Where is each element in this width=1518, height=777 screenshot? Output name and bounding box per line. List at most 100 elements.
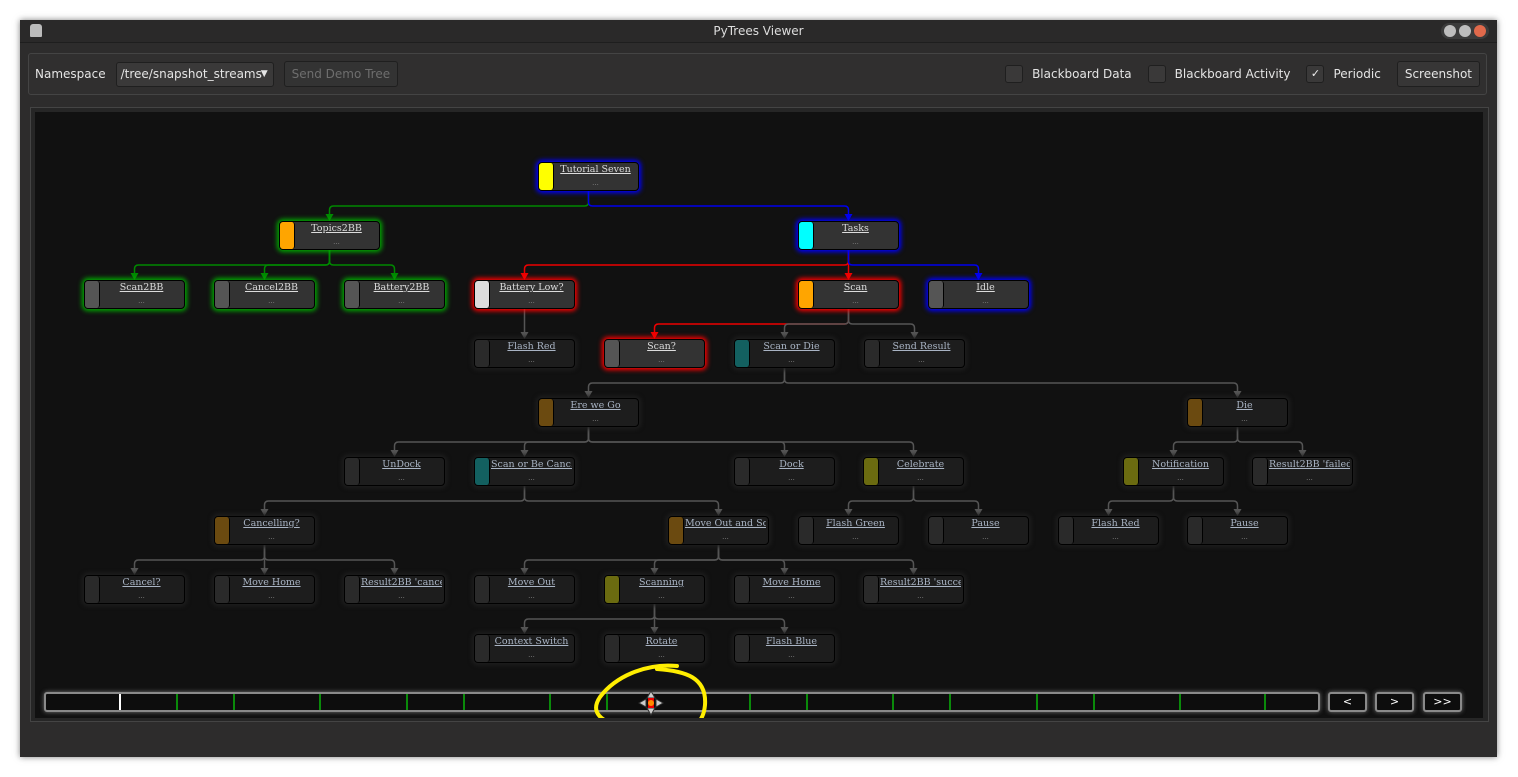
node-label[interactable]: Battery2BB [373, 282, 430, 293]
tree-node[interactable]: Idle... [928, 280, 1029, 309]
node-label[interactable]: Result2BB 'succe... [880, 577, 961, 588]
node-label[interactable]: Move Home [762, 577, 821, 588]
blackboard-activity-label[interactable]: Blackboard Activity [1174, 67, 1291, 81]
periodic-checkbox[interactable]: ✓ [1306, 65, 1325, 83]
screenshot-button[interactable]: Screenshot [1396, 61, 1480, 87]
node-label[interactable]: Cancelling? [243, 518, 300, 529]
node-label[interactable]: Tutorial Seven [560, 164, 631, 175]
previous-snapshot-button[interactable]: < [1328, 692, 1367, 712]
tree-node[interactable]: Dock... [734, 457, 835, 486]
tree-node[interactable]: Cancelling?... [214, 516, 315, 545]
tree-node[interactable]: Pause... [1187, 516, 1288, 545]
snapshot-tick[interactable] [463, 694, 465, 710]
tree-node[interactable]: Scanning... [604, 575, 705, 604]
snapshot-tick[interactable] [319, 694, 321, 710]
tree-node[interactable]: Celebrate... [863, 457, 964, 486]
node-label[interactable]: Context Switch [494, 636, 569, 647]
snapshot-tick[interactable] [749, 694, 751, 710]
node-label[interactable]: Move Home [242, 577, 301, 588]
node-label[interactable]: Dock [779, 459, 804, 470]
blackboard-activity-checkbox[interactable] [1147, 65, 1166, 83]
tree-node[interactable]: Pause... [928, 516, 1029, 545]
close-button[interactable] [1474, 25, 1486, 37]
node-label[interactable]: Celebrate [896, 459, 945, 470]
tree-node[interactable]: Tasks... [798, 221, 899, 250]
blackboard-data-label[interactable]: Blackboard Data [1032, 67, 1132, 81]
tree-node[interactable]: Scan?... [604, 339, 705, 368]
node-label[interactable]: Scanning [639, 577, 684, 588]
tree-node[interactable]: Cancel?... [84, 575, 185, 604]
node-label[interactable]: Flash Blue [765, 636, 818, 647]
snapshot-tick[interactable] [1036, 694, 1038, 710]
node-label[interactable]: Flash Red [1091, 518, 1140, 529]
tree-node[interactable]: UnDock... [344, 457, 445, 486]
snapshot-tick[interactable] [892, 694, 894, 710]
node-label[interactable]: Die [1236, 400, 1253, 411]
node-label[interactable]: Cancel2BB [244, 282, 299, 293]
send-demo-tree-button[interactable]: Send Demo Tree [283, 61, 399, 87]
tree-node[interactable]: Flash Blue... [734, 634, 835, 663]
tree-node[interactable]: Flash Green... [798, 516, 899, 545]
tree-node[interactable]: Move Out and Sc...... [668, 516, 769, 545]
snapshot-tick[interactable] [949, 694, 951, 710]
snapshot-tick[interactable] [806, 694, 808, 710]
node-label[interactable]: Pause [971, 518, 1000, 529]
node-label[interactable]: Rotate [645, 636, 678, 647]
tree-node[interactable]: Result2BB 'failed'... [1252, 457, 1353, 486]
namespace-select[interactable]: /tree/snapshot_streams ▼ [115, 61, 274, 87]
tree-node[interactable]: Battery Low?... [474, 280, 575, 309]
node-label[interactable]: Result2BB 'failed' [1269, 459, 1350, 470]
tree-node[interactable]: Rotate... [604, 634, 705, 663]
node-label[interactable]: Cancel? [122, 577, 161, 588]
snapshot-tick[interactable] [1093, 694, 1095, 710]
tree-node[interactable]: Die... [1187, 398, 1288, 427]
snapshot-tick[interactable] [233, 694, 235, 710]
node-label[interactable]: Pause [1230, 518, 1259, 529]
minimize-button[interactable] [1444, 25, 1456, 37]
tree-node[interactable]: Send Result... [864, 339, 965, 368]
node-label[interactable]: Move Out and Sc... [685, 518, 766, 529]
next-snapshot-button[interactable]: > [1375, 692, 1414, 712]
snapshot-tick[interactable] [406, 694, 408, 710]
tree-node[interactable]: Cancel2BB... [214, 280, 315, 309]
node-label[interactable]: UnDock [382, 459, 421, 470]
tree-node[interactable]: Flash Red... [1058, 516, 1159, 545]
periodic-label[interactable]: Periodic [1333, 67, 1381, 81]
node-label[interactable]: Tasks [842, 223, 869, 234]
maximize-button[interactable] [1459, 25, 1471, 37]
snapshot-tick[interactable] [606, 694, 608, 710]
node-label[interactable]: Ere we Go [570, 400, 621, 411]
node-label[interactable]: Idle [976, 282, 995, 293]
snapshot-tick[interactable] [1264, 694, 1266, 710]
tree-node[interactable]: Scan2BB... [84, 280, 185, 309]
snapshot-tick[interactable] [549, 694, 551, 710]
node-label[interactable]: Scan or Be Canc... [491, 459, 572, 470]
node-label[interactable]: Battery Low? [499, 282, 564, 293]
tree-node[interactable]: Tutorial Seven... [538, 162, 639, 191]
tree-node[interactable]: Topics2BB... [279, 221, 380, 250]
node-label[interactable]: Send Result [892, 341, 951, 352]
tree-node[interactable]: Scan or Die... [734, 339, 835, 368]
latest-snapshot-button[interactable]: >> [1423, 692, 1462, 712]
tree-node[interactable]: Move Home... [734, 575, 835, 604]
snapshot-timeline[interactable] [44, 692, 1320, 712]
tree-node[interactable]: Notification... [1123, 457, 1224, 486]
node-label[interactable]: Scan or Die [763, 341, 820, 352]
node-label[interactable]: Notification [1152, 459, 1209, 470]
node-label[interactable]: Scan [843, 282, 868, 293]
tree-node[interactable]: Flash Red... [474, 339, 575, 368]
tree-node[interactable]: Scan or Be Canc...... [474, 457, 575, 486]
tree-node[interactable]: Result2BB 'cance...... [344, 575, 445, 604]
tree-canvas[interactable]: Tutorial Seven... Topics2BB... Tasks... Sca… [35, 112, 1483, 718]
tree-node[interactable]: Battery2BB... [344, 280, 445, 309]
tree-node[interactable]: Scan... [798, 280, 899, 309]
tree-node[interactable]: Move Home... [214, 575, 315, 604]
node-label[interactable]: Result2BB 'cance... [361, 577, 442, 588]
tree-node[interactable]: Result2BB 'succe...... [863, 575, 964, 604]
node-label[interactable]: Scan2BB [119, 282, 164, 293]
node-label[interactable]: Flash Red [507, 341, 556, 352]
node-label[interactable]: Flash Green [826, 518, 885, 529]
current-snapshot-marker[interactable] [119, 694, 121, 710]
tree-node[interactable]: Move Out... [474, 575, 575, 604]
node-label[interactable]: Scan? [647, 341, 676, 352]
